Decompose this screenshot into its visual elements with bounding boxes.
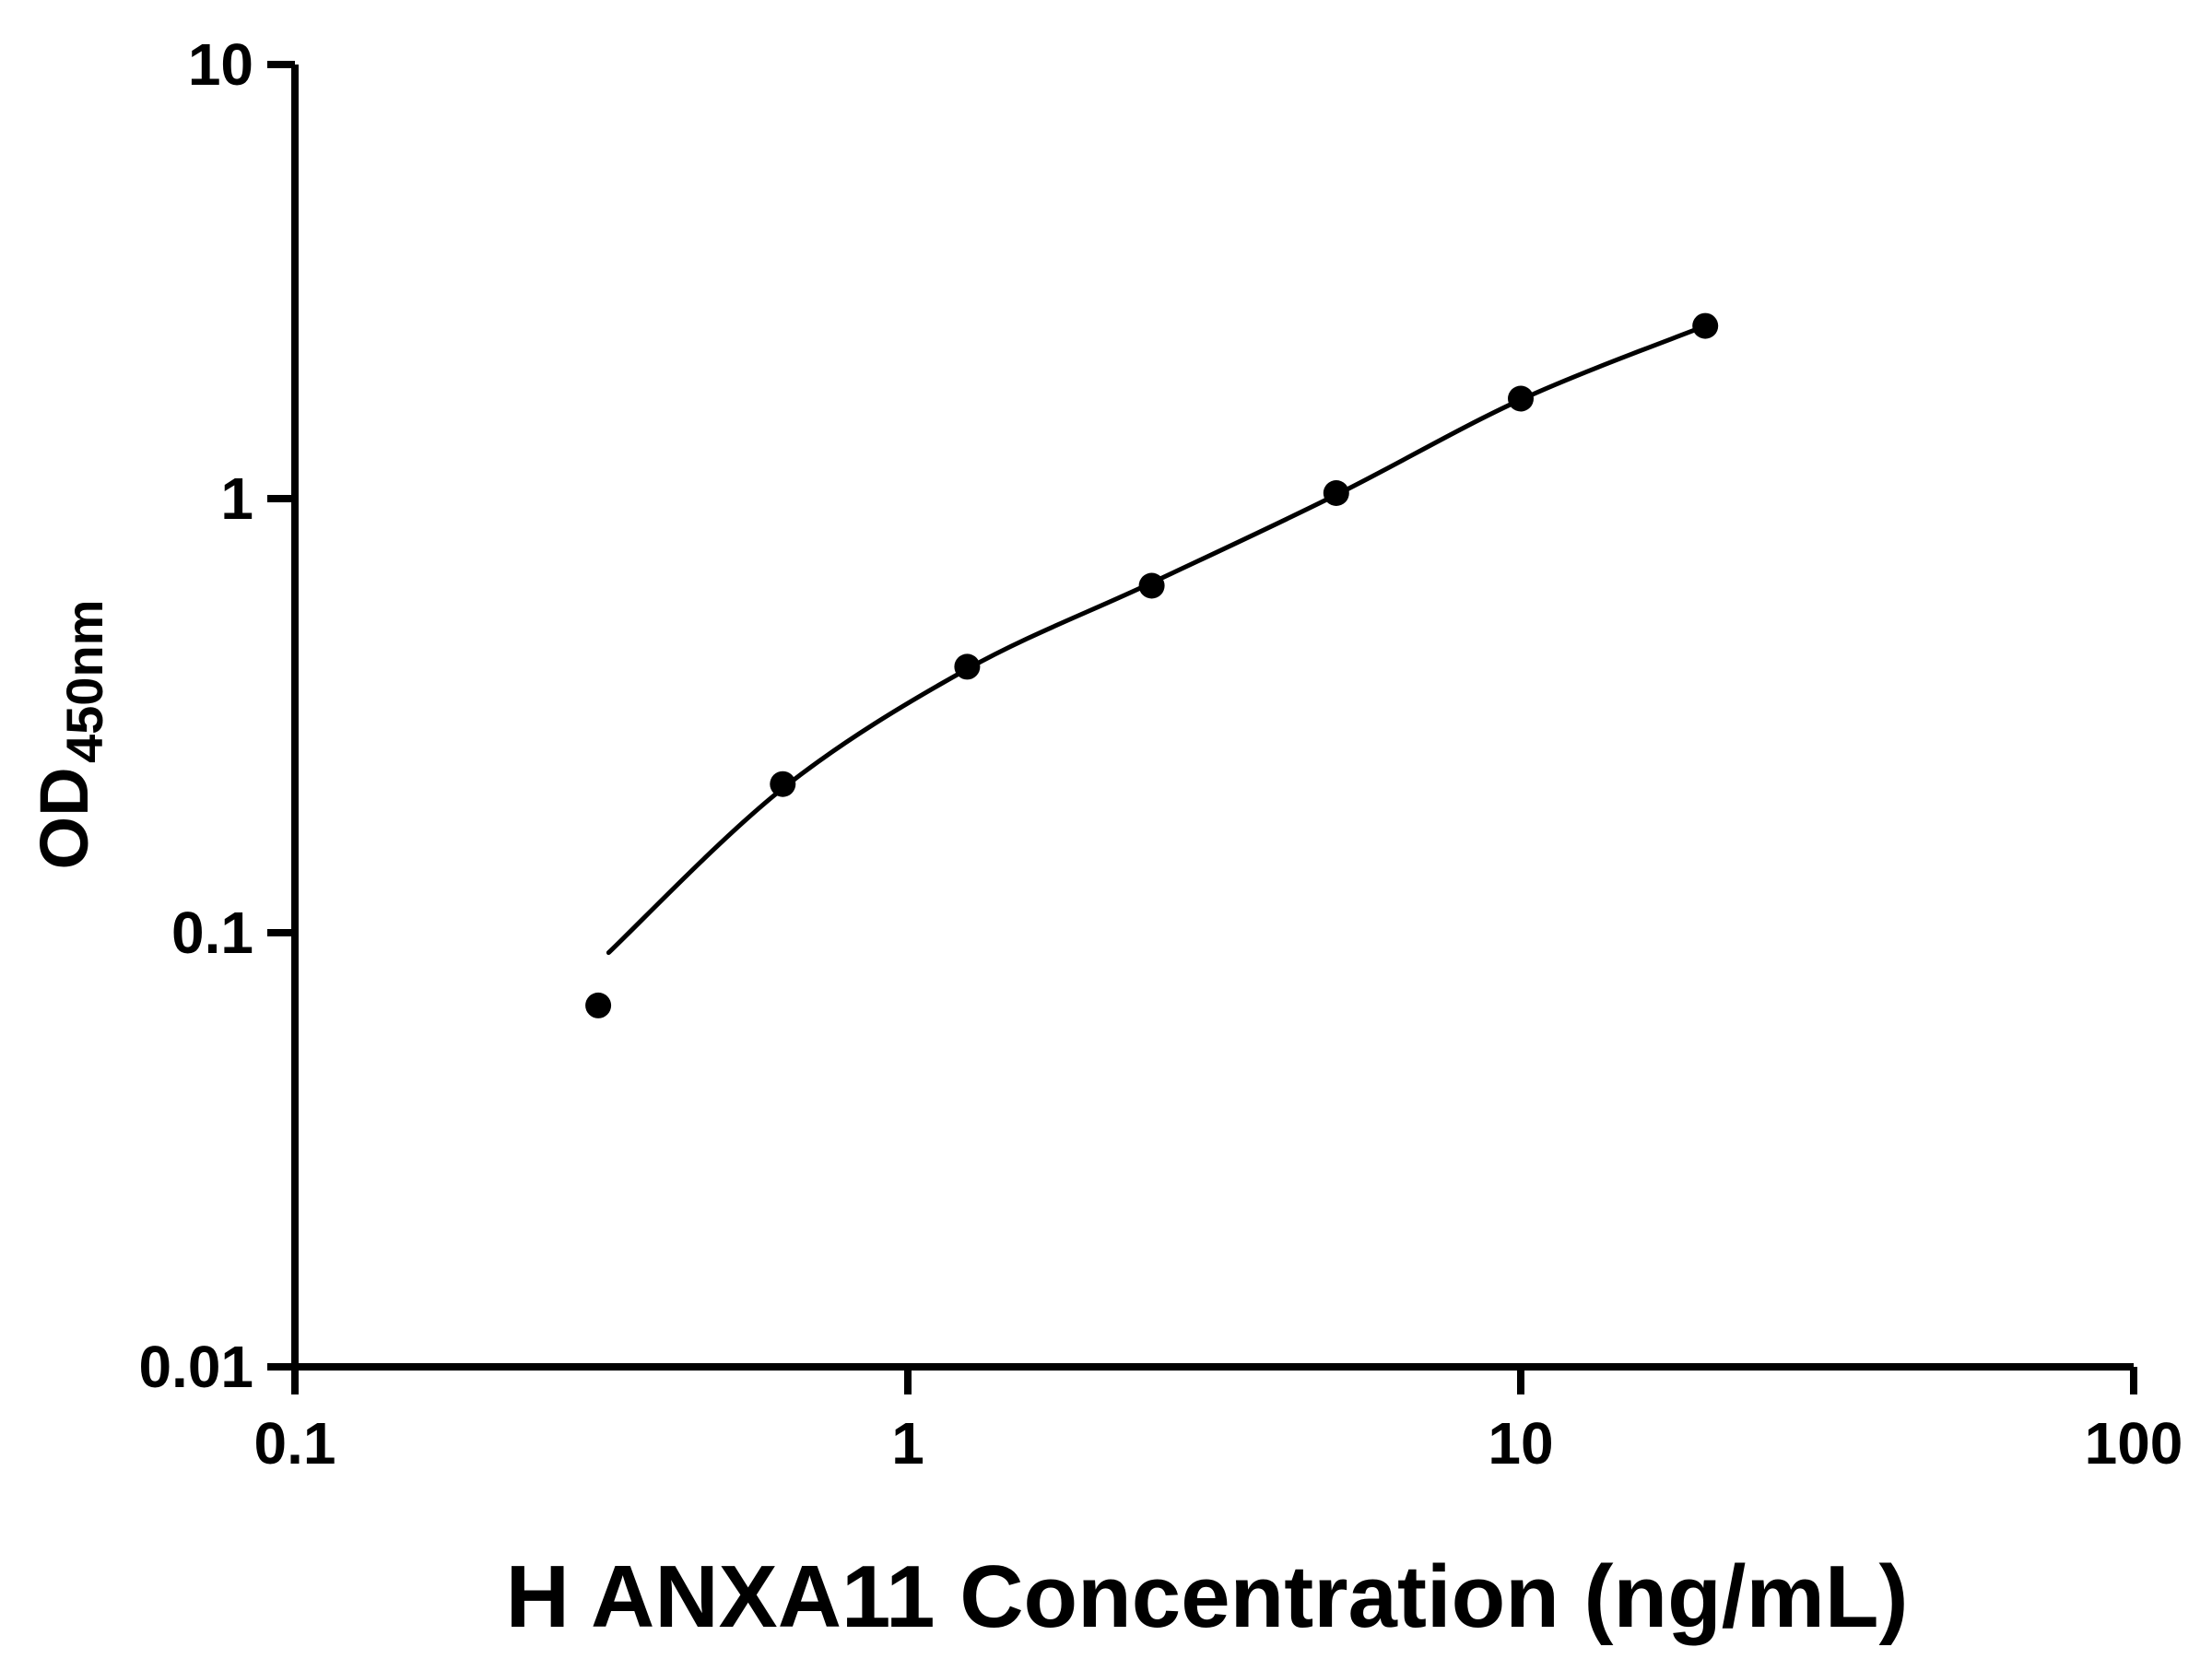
data-point (1508, 385, 1534, 412)
x-axis-title: H ANXA11 Concentration (ng/mL) (506, 1547, 1909, 1646)
x-axis-tick-labels: 0.1 1 10 100 (254, 1410, 2183, 1477)
x-tick-label: 100 (2085, 1410, 2183, 1477)
data-point (1692, 312, 1719, 339)
y-axis-ticks (267, 61, 295, 1371)
x-tick-label: 10 (1488, 1410, 1553, 1477)
data-point (585, 992, 612, 1018)
y-axis-title: OD 450nm (26, 600, 113, 870)
y-tick-label: 10 (188, 31, 253, 98)
y-tick-label: 0.1 (171, 900, 253, 966)
fit-curve (606, 324, 1708, 956)
data-point (1323, 480, 1349, 506)
axes-lines (291, 65, 2134, 1371)
y-tick-label: 0.01 (138, 1334, 253, 1400)
y-axis-title-subscript: 450nm (55, 600, 113, 763)
data-point (1138, 572, 1165, 599)
x-tick-label: 1 (891, 1410, 924, 1477)
y-tick-label: 1 (220, 465, 253, 532)
x-axis-ticks (291, 1367, 2137, 1394)
x-tick-label: 0.1 (254, 1410, 336, 1477)
data-point (954, 653, 981, 680)
y-axis-tick-labels: 0.01 0.1 1 10 (138, 31, 253, 1400)
data-points (585, 312, 1719, 1018)
y-axis-title-main: OD (26, 767, 102, 869)
data-point (770, 771, 796, 797)
